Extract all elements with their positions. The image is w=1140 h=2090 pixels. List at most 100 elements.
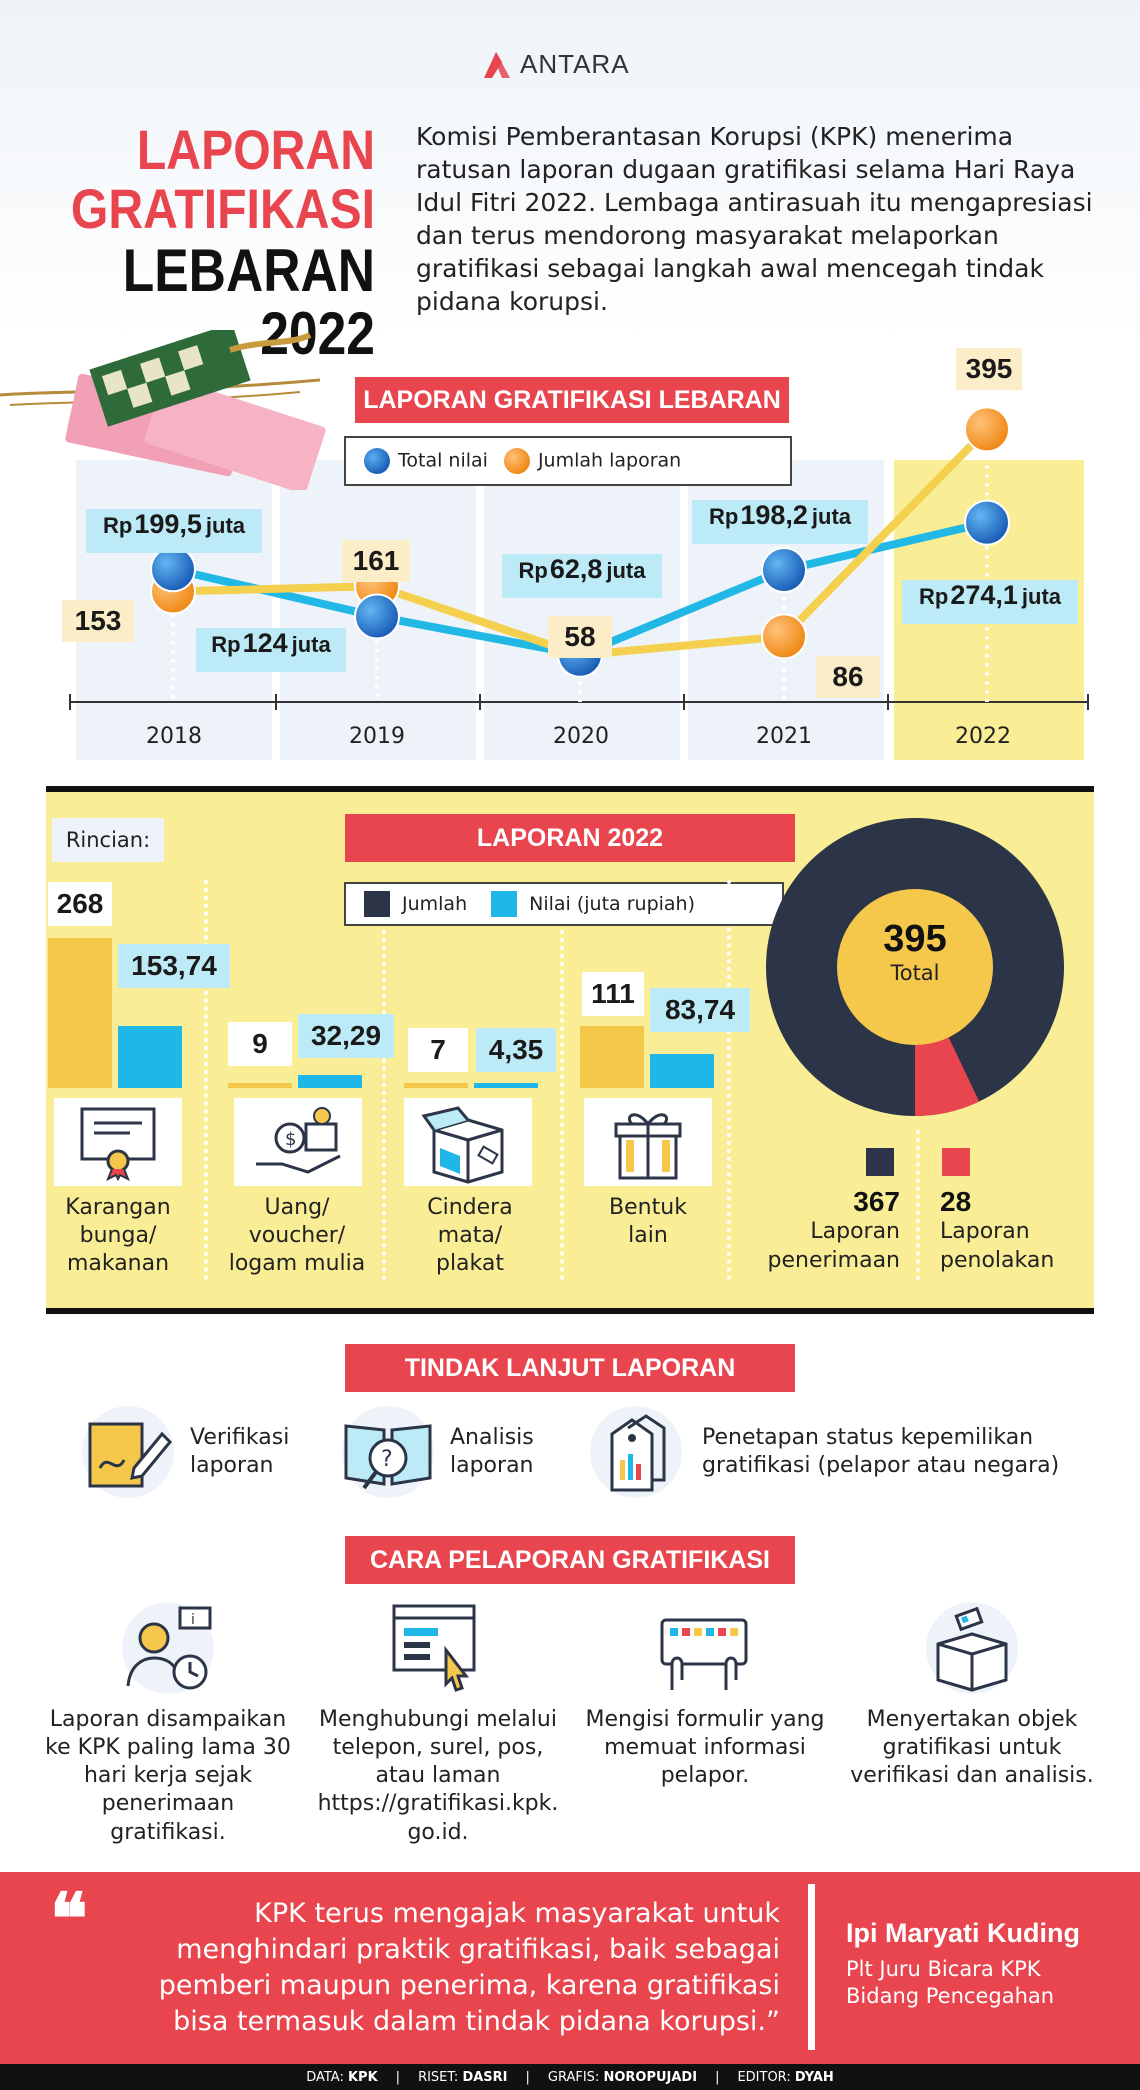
svg-text:?: ? (381, 1447, 393, 1472)
year-label-2021: 2021 (756, 724, 812, 749)
quote-author-role: Plt Juru Bicara KPK Bidang Pencegahan (846, 1957, 1055, 2009)
step-analisis-line1: Analisis (450, 1424, 534, 1450)
category-label-cindera: Cindera mata/ plakat (427, 1195, 513, 1277)
year-label-2018: 2018 (146, 724, 202, 749)
person-clock-icon: i (122, 1602, 214, 1694)
package-icon (926, 1602, 1018, 1694)
step-verifikasi: Verifikasi laporan (80, 1404, 340, 1500)
nilai-label-2018: Rp 199,5 juta (86, 509, 262, 553)
credit-editor: EDITOR: DYAH (737, 2069, 834, 2085)
nilai-point-2022 (964, 499, 1010, 546)
jumlah-label-2022: 395 (956, 348, 1022, 390)
penolakan-value: 28 (940, 1186, 972, 1217)
nilai-point-2019 (354, 593, 400, 640)
column-separator (560, 930, 564, 1280)
nilai-point-2021 (761, 547, 807, 594)
total-donut-chart (766, 818, 1064, 1116)
gift-box-card (404, 1098, 532, 1186)
legend-jumlah: Jumlah (364, 891, 467, 917)
money-card: $ (234, 1098, 362, 1186)
jumlah-label-2020: 58 (548, 616, 612, 658)
donut-center: 395 Total (865, 918, 965, 985)
book-search-icon: ? (342, 1406, 434, 1498)
nilai-label-2020: Rp 62,8 juta (502, 554, 662, 598)
keyboard-icon (660, 1618, 748, 1690)
gift-box-icon (421, 1106, 504, 1184)
tindak-lanjut-banner: TINDAK LANJUT LAPORAN (345, 1344, 795, 1392)
title-line-3: LEBARAN 2022 (122, 236, 375, 368)
cara-step-3: Mengisi formulir yang memuat informasi p… (585, 1707, 825, 1789)
orange-dot-icon (503, 448, 530, 474)
jumlah-value-karangan: 268 (48, 882, 112, 926)
year-label-2019: 2019 (349, 724, 405, 749)
legend-total-nilai: Total nilai (364, 448, 488, 474)
nilai-label-2021: Rp 198,2 juta (692, 500, 868, 544)
jumlah-label-2019: 161 (342, 540, 410, 582)
jumlah-value-cindera: 7 (408, 1028, 468, 1072)
laporan-2022-banner: LAPORAN 2022 (345, 814, 795, 862)
blue-dot-icon (364, 448, 390, 474)
credits-footer: DATA: KPK | RISET: DASRI | GRAFIS: NOROP… (0, 2064, 1140, 2090)
title-line-1: LAPORAN (136, 118, 375, 181)
quote-author-name: Ipi Maryati Kuding (846, 1918, 1081, 1948)
step-verifikasi-line1: Verifikasi (190, 1424, 290, 1450)
nilai-value-uang: 32,29 (298, 1014, 394, 1058)
credit-riset: RISET: DASRI (418, 2069, 508, 2085)
nilai-label-2019: Rp 124 juta (196, 628, 346, 672)
cara-step-4: Menyertakan objek gratifikasi untuk veri… (850, 1707, 1094, 1789)
nilai-value-bentuk-lain: 83,74 (650, 988, 750, 1032)
intro-paragraph: Komisi Pemberantasan Korupsi (KPK) mener… (416, 122, 1093, 316)
column-separator (204, 880, 208, 1280)
svg-text:i: i (191, 1612, 195, 1628)
certificate-card (54, 1098, 182, 1186)
step-analisis: ? Analisis laporan (340, 1404, 590, 1500)
jumlah-value-uang: 9 (228, 1022, 292, 1066)
jumlah-label-2021: 86 (816, 656, 880, 698)
donut-total-value: 395 (883, 918, 947, 960)
category-label-bentuk-lain: Bentuk lain (609, 1195, 687, 1249)
step-penetapan-line1: Penetapan status kepemilikan (702, 1424, 1034, 1450)
penerimaan-value: 367 (853, 1186, 900, 1217)
credit-data: DATA: KPK (306, 2069, 378, 2085)
navy-swatch-icon (364, 891, 390, 917)
column-separator (727, 880, 731, 1280)
antara-logo-icon (484, 52, 510, 78)
trend-legend: Total nilai Jumlah laporan (344, 436, 792, 486)
rincian-label: Rincian: (52, 818, 164, 862)
legend-jumlah-laporan: Jumlah laporan (503, 448, 681, 474)
jumlah-point-2021 (761, 613, 807, 660)
nilai-value-karangan: 153,74 (118, 944, 230, 988)
nilai-point-2018 (150, 546, 196, 593)
penolakan-swatch-icon (942, 1148, 970, 1176)
credit-grafis: GRAFIS: NOROPUJADI (547, 2069, 698, 2085)
page-title: LAPORAN GRATIFIKASI LEBARAN 2022 (0, 120, 375, 366)
donut-total-label: Total (890, 961, 940, 985)
present-card (584, 1098, 712, 1186)
quote-divider (808, 1884, 815, 2050)
cara-pelaporan-banner: CARA PELAPORAN GRATIFIKASI (345, 1536, 795, 1584)
year-label-2022: 2022 (955, 724, 1011, 749)
category-label-uang: Uang/ voucher/ logam mulia (228, 1195, 366, 1277)
price-tag-icon (590, 1406, 682, 1498)
quote-text: KPK terus mengajak masyarakat untuk meng… (158, 1898, 780, 2037)
jumlah-label-2018: 153 (62, 600, 134, 642)
money-icon: $ (256, 1107, 341, 1174)
svg-text:$: $ (285, 1129, 296, 1150)
browser-click-icon (392, 1604, 476, 1692)
step-verifikasi-line2: laporan (190, 1453, 274, 1478)
trend-banner: LAPORAN GRATIFIKASI LEBARAN (355, 377, 789, 423)
penolakan-legend: 28 Laporan penolakan (940, 1186, 1080, 1275)
brand-name: ANTARA (520, 48, 630, 79)
cara-step-1: Laporan disampaikan ke KPK paling lama 3… (45, 1707, 291, 1845)
column-separator (916, 1130, 920, 1280)
present-icon (614, 1113, 682, 1180)
step-analisis-line2: laporan (450, 1453, 534, 1478)
brand-logo: ANTARA (480, 46, 630, 82)
step-penetapan-line2: gratifikasi (pelapor atau negara) (702, 1453, 1060, 1478)
cyan-swatch-icon (491, 891, 518, 917)
nilai-value-cindera: 4,35 (476, 1028, 556, 1072)
laporan-2022-legend: Jumlah Nilai (juta rupiah) (344, 882, 784, 926)
category-label-karangan: Karangan bunga/ makanan (65, 1195, 171, 1277)
penerimaan-legend: 367 Laporan penerimaan (760, 1186, 900, 1275)
donut-center-disc (837, 889, 993, 1045)
